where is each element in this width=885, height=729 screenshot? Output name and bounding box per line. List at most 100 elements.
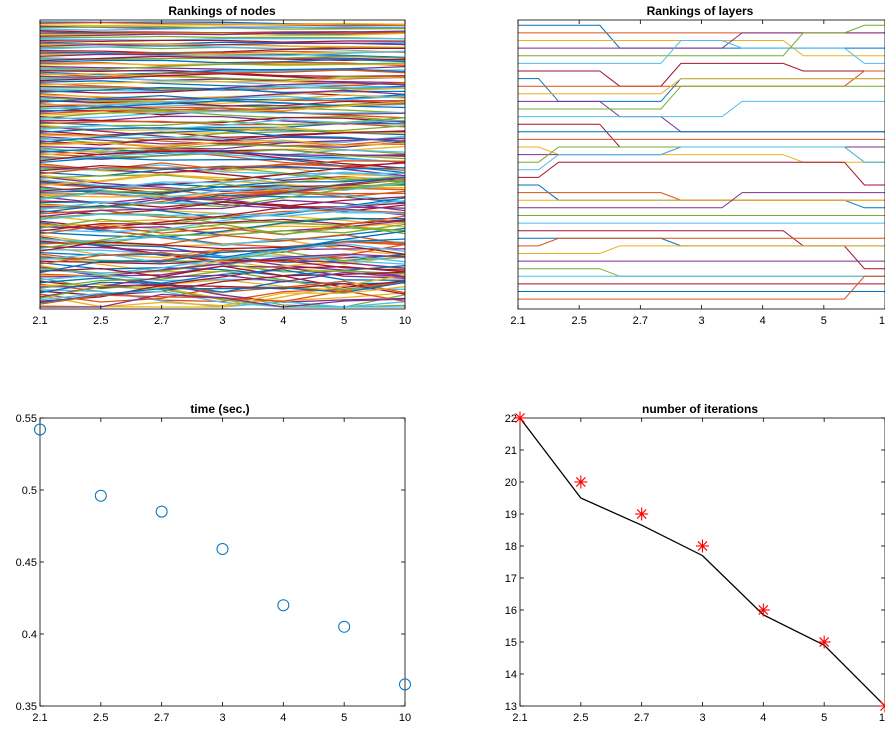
- x-tick-label: 10: [399, 315, 411, 327]
- x-tick-label: 2.7: [633, 315, 648, 327]
- y-tick-label: 15: [505, 637, 517, 649]
- data-points: [34, 423, 411, 691]
- node-rank-line: [39, 95, 406, 111]
- node-rank-line: [39, 32, 406, 37]
- node-rank-line: [39, 135, 406, 148]
- plot-title: number of iterations: [642, 402, 758, 416]
- y-tick-label: 0.45: [16, 557, 37, 569]
- asterisk-stroke: [880, 701, 885, 707]
- node-rank-line: [39, 37, 406, 42]
- node-rank-line: [39, 282, 406, 302]
- node-rank-line: [39, 180, 406, 209]
- time-point: [155, 505, 168, 518]
- node-rank-line: [39, 241, 406, 255]
- plot-title: Rankings of layers: [647, 4, 754, 18]
- asterisk-stroke: [880, 705, 885, 711]
- node-rank-line: [40, 187, 406, 199]
- asterisk-stroke: [575, 477, 586, 487]
- node-rank-line: [39, 45, 406, 54]
- node-rank-line: [39, 265, 406, 278]
- layer-rank-line: [518, 237, 885, 247]
- node-rank-line: [39, 110, 406, 121]
- x-tick-label: 10: [399, 712, 411, 724]
- node-rank-line: [39, 147, 406, 164]
- iterations-line: [519, 417, 885, 707]
- plot-frame: [39, 417, 406, 707]
- node-rank-line: [39, 31, 406, 35]
- node-rank-line: [39, 243, 406, 275]
- node-rank-line: [39, 119, 406, 131]
- node-rank-line: [39, 150, 406, 169]
- x-tick-label: 3: [698, 315, 704, 327]
- layer-rank-line: [518, 62, 885, 87]
- layer-rank-line: [518, 78, 885, 95]
- y-tick-label: 21: [505, 445, 517, 457]
- layer-rank-line: [518, 85, 885, 110]
- node-rank-line: [39, 199, 406, 233]
- layer-rank-line: [518, 123, 885, 148]
- iterations-point: [878, 699, 885, 713]
- time-point: [34, 423, 46, 436]
- asterisk-stroke: [819, 637, 830, 647]
- layer-rank-line: [518, 161, 885, 186]
- x-tick-label: 5: [821, 315, 827, 327]
- time-point: [338, 620, 351, 633]
- node-rank-line: [39, 116, 406, 124]
- y-tick-label: 13: [505, 701, 517, 713]
- node-rank-line: [39, 100, 406, 107]
- layer-rank-line: [518, 237, 885, 247]
- node-rank-line: [39, 177, 406, 195]
- node-rank-line: [39, 86, 406, 94]
- plot-frame: [519, 417, 885, 707]
- x-tick-label: 2.7: [154, 315, 169, 327]
- node-rank-line: [39, 139, 406, 156]
- y-tick-label: 0.55: [16, 413, 37, 425]
- layer-rank-line: [518, 245, 885, 254]
- x-tick-label: 3: [219, 315, 225, 327]
- node-rank-line: [39, 270, 406, 291]
- x-tick-label: 4: [280, 315, 286, 327]
- node-rank-line: [39, 58, 406, 64]
- layer-rank-line: [518, 192, 885, 209]
- plot-title: time (sec.): [190, 402, 249, 416]
- layer-rank-line: [518, 100, 885, 118]
- x-tick-label: 2.1: [32, 712, 47, 724]
- x-tick-label: 2.5: [572, 315, 587, 327]
- node-rank-line: [39, 151, 406, 163]
- x-tick-label: 10: [879, 315, 885, 327]
- asterisk-stroke: [697, 541, 708, 551]
- plot-rankings-of-nodes: Rankings of nodes 2.1 2.5 2.7 3 4 5 10: [32, 4, 411, 327]
- asterisk-stroke: [636, 509, 647, 519]
- node-rank-line: [39, 39, 406, 43]
- node-rank-line: [39, 26, 405, 31]
- node-rank-line: [39, 30, 406, 37]
- time-point: [277, 599, 290, 612]
- node-rank-line: [39, 62, 406, 71]
- x-tick-label: 3: [219, 712, 225, 724]
- x-tick-label: 2.5: [93, 315, 108, 327]
- node-rank-line: [39, 174, 406, 184]
- node-rank-line: [39, 230, 406, 274]
- data-points: [513, 411, 885, 713]
- node-rank-line: [39, 42, 406, 48]
- iterations-point: [574, 475, 588, 489]
- node-rank-line: [39, 55, 406, 62]
- axes: 2.1 2.5 2.7 3 4 5 10: [32, 19, 411, 327]
- time-point: [399, 678, 411, 691]
- x-tick-label: 5: [341, 712, 347, 724]
- node-rank-line: [39, 125, 406, 143]
- y-tick-label: 14: [505, 669, 517, 681]
- x-tick-label: 2.1: [512, 712, 527, 724]
- node-rank-line: [39, 171, 406, 191]
- y-tick-label: 20: [505, 477, 517, 489]
- plot-time: time (sec.) 2.1 2.5 2.7 3 4 5 10 0.35 0.4 0.45 0.5…: [16, 402, 412, 724]
- x-tick-label: 2.1: [510, 315, 525, 327]
- x-tick-label: 2.7: [154, 712, 169, 724]
- node-rank-line: [39, 266, 406, 289]
- iterations-point: [635, 507, 649, 521]
- x-tick-label: 5: [341, 315, 347, 327]
- layer-rank-line: [518, 24, 885, 49]
- node-rank-line: [39, 269, 406, 294]
- node-rank-line: [39, 69, 406, 78]
- x-tick-label: 2.5: [93, 712, 108, 724]
